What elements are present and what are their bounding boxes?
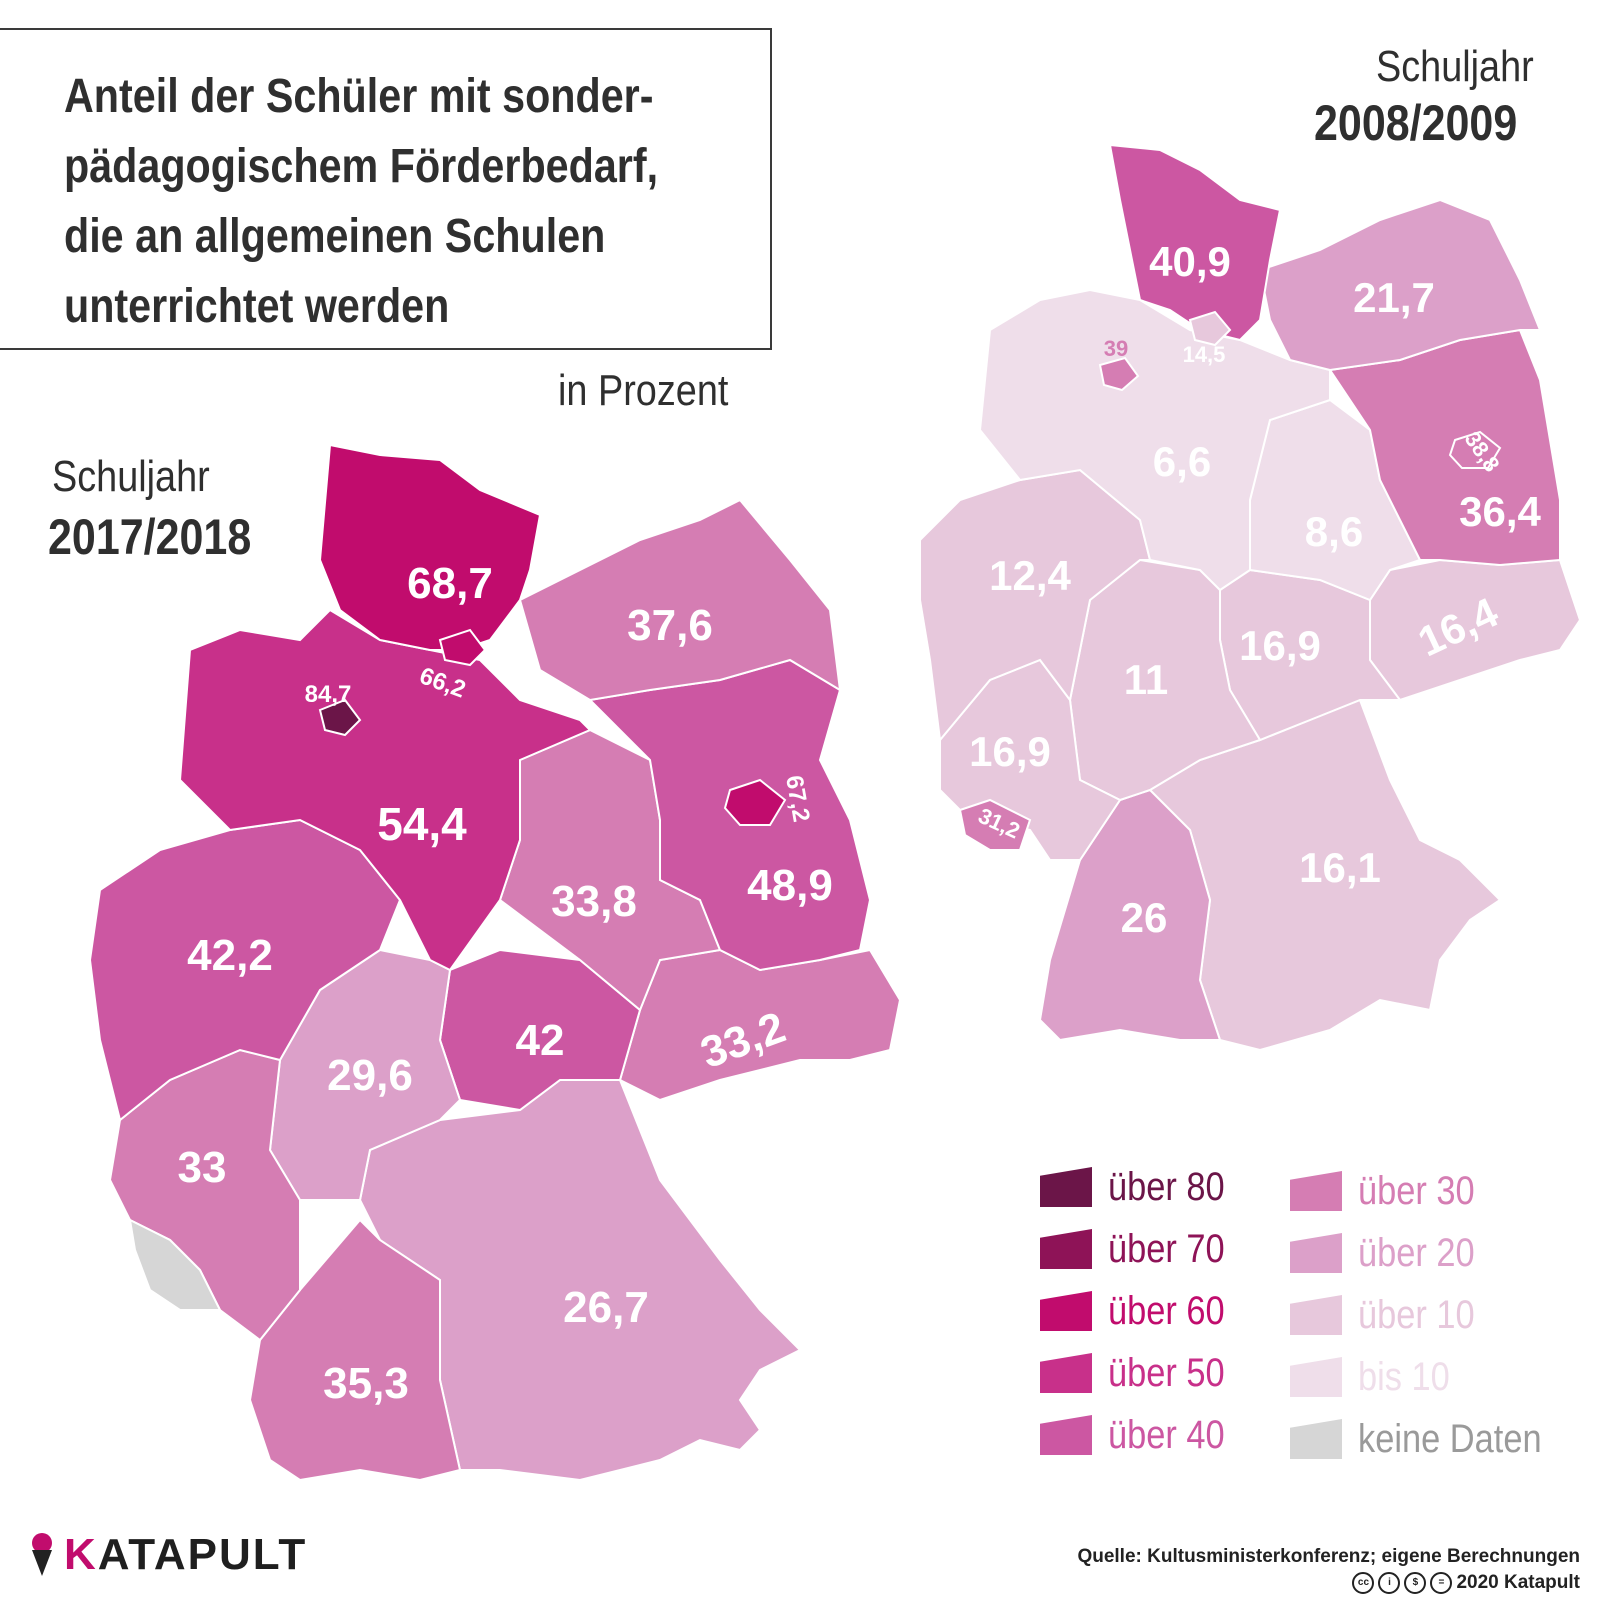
legend-swatch [1040,1167,1092,1207]
title-box [0,28,772,350]
region-hamburg [1188,310,1232,347]
ice-cream-cone-icon [28,1532,56,1578]
region-berlin [723,778,787,826]
region-hamburg [438,628,487,667]
map-title: Anteil der Schüler mit sonder- pädagogis… [64,62,659,342]
legend-label: über 20 [1358,1230,1475,1275]
current-year-value: 2017/2018 [48,509,252,565]
legend-item: über 30 [1290,1166,1494,1216]
value-label: 29,6 [327,1051,413,1100]
value-label: 42,2 [187,931,273,980]
region-berlin [1448,430,1502,469]
copyright-line: cc i $ = 2020 Katapult [1352,1572,1580,1594]
unit-label: in Prozent [558,366,729,415]
region-schleswig-holstein [1108,143,1282,342]
legend-swatch [1290,1419,1342,1459]
value-label: 12,4 [989,552,1071,599]
region-saarland [958,798,1032,851]
title-line: unterrichtet werden [64,280,450,333]
legend-swatch [1290,1357,1342,1397]
title-line: pädagogischem Förderbedarf, [64,140,659,193]
legend-item: über 20 [1290,1228,1494,1278]
value-label: 37,6 [627,601,713,650]
legend-swatch [1040,1353,1092,1393]
legend-swatch [1290,1171,1342,1211]
source-note: Quelle: Kultusministerkonferenz; eigene … [1077,1546,1580,1567]
nd-icon: = [1430,1572,1453,1594]
value-label: 26 [1121,894,1168,941]
copyright-text: 2020 Katapult [1456,1572,1580,1593]
legend-item: keine Daten [1290,1414,1571,1464]
legend-label: über 70 [1108,1226,1225,1271]
value-label: 39 [1104,336,1128,361]
region-bremen [1098,356,1140,392]
legend-swatch [1040,1415,1092,1455]
legend-label: über 60 [1108,1288,1225,1333]
legend-label: über 50 [1108,1350,1225,1395]
map-2017-2018: 68,7 37,6 66,2 84,7 54,4 67,2 48,9 33,8 … [88,443,902,1482]
past-year-value: 2008/2009 [1314,95,1518,151]
legend-label: über 10 [1358,1292,1475,1337]
legend-swatch [1040,1291,1092,1331]
value-label: 42 [516,1016,565,1065]
value-label: 16,9 [1239,622,1321,669]
value-label: 11 [1124,656,1168,703]
value-label: 40,9 [1149,238,1231,285]
legend-item: über 10 [1290,1290,1494,1340]
value-label: 16,9 [969,728,1051,775]
current-year-label: Schuljahr [52,452,210,501]
region-mecklenburg-vorpommern [1258,198,1542,372]
value-label: 14,5 [1183,342,1226,367]
legend-label: über 30 [1358,1168,1475,1213]
legend-item: über 70 [1040,1224,1244,1274]
region-niedersachsen [178,608,592,972]
value-label: 84,7 [305,681,352,708]
legend-label: bis 10 [1358,1354,1450,1399]
legend-label: über 80 [1108,1164,1225,1209]
value-label: 33,8 [551,877,637,926]
region-mecklenburg-vorpommern [518,498,842,702]
region-saarland [128,1218,222,1311]
cc-icon: cc [1352,1572,1375,1594]
region-bremen [318,698,362,737]
nc-icon: $ [1404,1572,1427,1594]
legend: über 80 über 70 über 60 über 50 über 40 … [1040,1162,1560,1492]
value-label: 68,7 [407,559,493,608]
region-niedersachsen [978,288,1331,592]
legend-swatch [1040,1229,1092,1269]
value-label: 54,4 [377,798,467,850]
value-label: 33 [178,1143,227,1192]
legend-swatch [1290,1295,1342,1335]
katapult-logo: KATAPULT [28,1530,307,1580]
legend-item: bis 10 [1290,1352,1465,1402]
legend-item: über 80 [1040,1162,1244,1212]
brand-initial: K [64,1530,98,1579]
value-label: 16,1 [1299,844,1381,891]
by-icon: i [1378,1572,1401,1594]
brand-rest: ATAPULT [97,1530,308,1579]
legend-item: über 40 [1040,1410,1244,1460]
map-2008-2009: 40,9 21,7 14,5 39 6,6 38,8 36,4 8,6 12,4… [919,143,1582,1052]
legend-label: über 40 [1108,1412,1225,1457]
value-label: 8,6 [1305,508,1363,555]
legend-label: keine Daten [1358,1416,1542,1461]
region-schleswig-holstein [318,443,542,651]
value-label: 36,4 [1459,488,1541,535]
value-label: 48,9 [747,861,833,910]
legend-item: über 60 [1040,1286,1244,1336]
value-label: 35,3 [323,1359,409,1408]
legend-item: über 50 [1040,1348,1244,1398]
value-label: 21,7 [1353,274,1435,321]
value-label: 26,7 [563,1283,649,1332]
legend-swatch [1290,1233,1342,1273]
brand-wordmark: KATAPULT [64,1530,307,1580]
past-year-label: Schuljahr [1376,42,1534,91]
title-line: Anteil der Schüler mit sonder- [64,70,654,123]
title-line: die an allgemeinen Schulen [64,210,606,263]
value-label: 6,6 [1153,438,1211,485]
region-baden-wuerttemberg [248,1218,462,1482]
